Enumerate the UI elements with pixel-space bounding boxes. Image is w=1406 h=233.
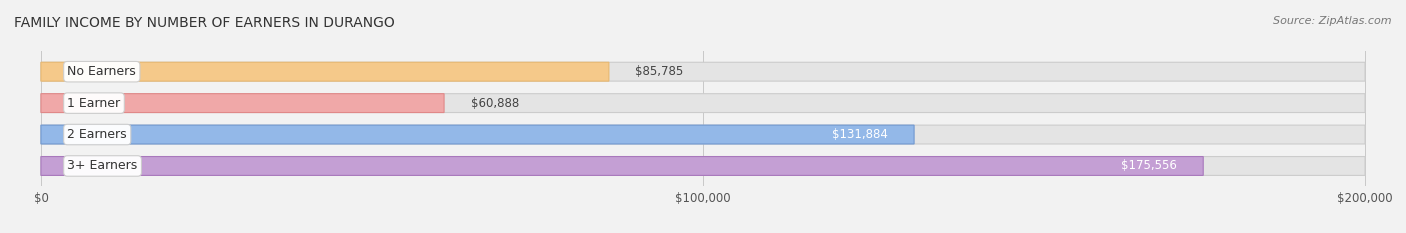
FancyBboxPatch shape — [41, 125, 1365, 144]
Text: $60,888: $60,888 — [471, 97, 519, 110]
FancyBboxPatch shape — [41, 125, 914, 144]
Text: FAMILY INCOME BY NUMBER OF EARNERS IN DURANGO: FAMILY INCOME BY NUMBER OF EARNERS IN DU… — [14, 16, 395, 30]
Text: 2 Earners: 2 Earners — [67, 128, 127, 141]
Text: $175,556: $175,556 — [1121, 159, 1177, 172]
FancyBboxPatch shape — [41, 94, 1365, 113]
Text: No Earners: No Earners — [67, 65, 136, 78]
FancyBboxPatch shape — [41, 157, 1204, 175]
Text: $85,785: $85,785 — [636, 65, 683, 78]
Text: 3+ Earners: 3+ Earners — [67, 159, 138, 172]
FancyBboxPatch shape — [41, 62, 609, 81]
FancyBboxPatch shape — [41, 94, 444, 113]
FancyBboxPatch shape — [41, 62, 1365, 81]
Text: $131,884: $131,884 — [832, 128, 887, 141]
FancyBboxPatch shape — [41, 157, 1365, 175]
Text: 1 Earner: 1 Earner — [67, 97, 121, 110]
Text: Source: ZipAtlas.com: Source: ZipAtlas.com — [1274, 16, 1392, 26]
